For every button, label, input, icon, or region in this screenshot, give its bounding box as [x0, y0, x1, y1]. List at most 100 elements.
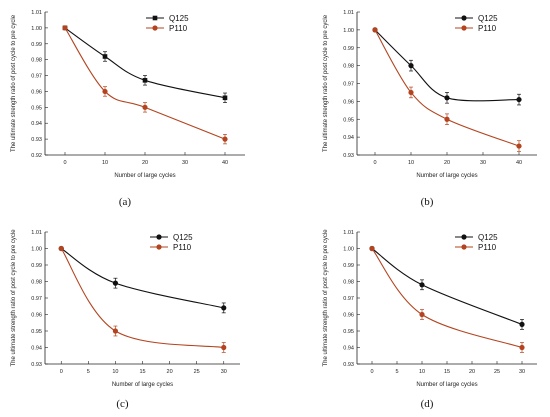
x-tick-label: 20 [142, 160, 148, 166]
y-tick-label: 1.00 [31, 26, 42, 32]
series-line-p110 [60, 248, 224, 349]
y-tick-label: 0.97 [343, 82, 354, 88]
y-tick-label: 0.96 [343, 313, 354, 319]
y-tick-label: 0.95 [343, 329, 354, 335]
y-axis-label: The ultimate strength ratio of post cycl… [323, 14, 329, 152]
y-tick-label: 0.93 [31, 362, 42, 368]
y-tick-label: 0.98 [343, 280, 354, 286]
legend-label-p110: P110 [169, 24, 188, 33]
y-tick-label: 0.98 [343, 64, 354, 70]
y-tick-label: 0.99 [31, 42, 42, 48]
legend-label-p110: P110 [173, 243, 192, 252]
y-tick-label: 1.00 [343, 28, 354, 34]
data-point-p110 [222, 136, 228, 142]
legend-label-p110: P110 [478, 24, 497, 33]
x-tick-label: 30 [519, 369, 525, 375]
legend-marker [461, 15, 467, 21]
legend-label-q125: Q125 [478, 233, 498, 242]
legend-marker [461, 25, 467, 31]
y-tick-label: 0.99 [343, 263, 354, 269]
y-tick-label: 0.93 [343, 153, 354, 159]
legend-marker [461, 234, 467, 240]
series-line-q125 [371, 248, 523, 325]
y-tick-label: 0.97 [31, 74, 42, 80]
legend-label-q125: Q125 [169, 14, 189, 23]
x-tick-label: 0 [63, 160, 66, 166]
x-tick-label: 20 [469, 369, 475, 375]
x-tick-label: 0 [373, 160, 376, 166]
x-tick-label: 0 [60, 369, 63, 375]
panel-label: (b) [421, 196, 434, 208]
x-tick-label: 15 [139, 369, 145, 375]
data-point-p110 [142, 104, 148, 110]
x-tick-label: 25 [194, 369, 200, 375]
y-tick-label: 0.97 [31, 296, 42, 302]
data-point-q125 [112, 280, 119, 286]
x-tick-label: 40 [222, 160, 228, 166]
data-point-q125 [419, 282, 425, 288]
data-point-p110 [58, 245, 64, 252]
y-tick-label: 0.99 [31, 263, 42, 269]
panel-label: (a) [119, 196, 132, 208]
y-tick-label: 1.01 [343, 230, 354, 236]
x-tick-label: 20 [444, 160, 450, 166]
y-axis-label: The ultimate strength ratio of post cycl… [11, 229, 17, 367]
y-tick-label: 1.00 [343, 247, 354, 253]
data-point-q125 [221, 305, 227, 311]
y-tick-label: 0.96 [343, 99, 354, 105]
x-tick-label: 15 [444, 369, 450, 375]
legend-marker [156, 234, 162, 240]
legend-marker [461, 244, 467, 250]
y-tick-label: 0.94 [343, 135, 354, 141]
series-line-q125 [64, 27, 226, 99]
chart-panel-4: 0.93 0.94 0.95 0.96 0.97 0.98 0.99 1.00 1.01 0 5 10… [323, 229, 537, 410]
y-tick-label: 0.98 [31, 280, 42, 286]
y-axis-label: The ultimate strength ratio of post cycl… [11, 14, 17, 152]
y-tick-label: 0.95 [31, 105, 42, 111]
x-tick-label: 30 [221, 369, 227, 375]
y-tick-label: 0.94 [31, 121, 42, 127]
y-tick-label: 0.95 [31, 329, 42, 335]
x-axis-label: Number of large cycles [416, 173, 477, 179]
chart-panel-2: 0.93 0.94 0.95 0.96 0.97 0.98 0.99 1.00 1.01 0 10 2… [323, 10, 537, 208]
x-axis-label: Number of large cycles [114, 173, 175, 179]
chart-panel-1: 0.92 0.93 0.94 0.95 0.96 0.97 0.98 0.99 1.00 1.01… [11, 10, 245, 208]
legend-marker [152, 15, 158, 21]
data-point-p110 [221, 344, 227, 351]
y-tick-label: 0.92 [31, 153, 42, 159]
legend-marker [152, 25, 158, 31]
series-line-q125 [374, 29, 520, 102]
x-tick-label: 20 [167, 369, 173, 375]
data-point-p110 [372, 27, 378, 33]
y-tick-label: 0.93 [31, 137, 42, 143]
y-tick-label: 0.97 [343, 296, 354, 302]
data-point-p110 [419, 311, 425, 318]
x-tick-label: 0 [370, 369, 373, 375]
chart-panel-3: 0.93 0.94 0.95 0.96 0.97 0.98 0.99 1.00 1.01 0 5 10… [11, 229, 240, 410]
panel-label: (c) [116, 398, 129, 410]
x-tick-label: 10 [112, 369, 118, 375]
y-tick-label: 0.99 [343, 46, 354, 52]
data-point-p110 [112, 328, 119, 334]
data-point-p110 [369, 245, 375, 252]
y-tick-label: 0.95 [343, 117, 354, 123]
y-tick-label: 0.98 [31, 58, 42, 64]
y-tick-label: 1.00 [31, 247, 42, 253]
series-line-q125 [60, 248, 224, 309]
series-line-p110 [371, 248, 523, 349]
x-tick-label: 40 [516, 160, 522, 166]
data-point-p110 [444, 116, 450, 122]
legend-label-q125: Q125 [173, 233, 193, 242]
y-tick-label: 1.01 [343, 10, 354, 16]
y-tick-label: 0.93 [343, 362, 354, 368]
data-point-p110 [408, 89, 414, 96]
data-point-q125 [102, 54, 108, 59]
legend-label-q125: Q125 [478, 14, 498, 23]
y-tick-label: 0.94 [31, 346, 42, 352]
data-point-p110 [102, 88, 108, 95]
y-tick-label: 1.01 [31, 10, 42, 16]
